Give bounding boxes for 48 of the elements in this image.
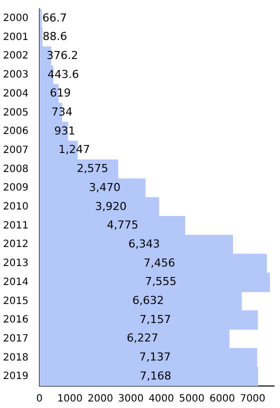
data-label: 443.6 — [48, 68, 80, 81]
data-label: 66.7 — [42, 11, 67, 24]
y-tick-label: 2015 — [2, 296, 28, 307]
y-tick-label: 2014 — [2, 276, 28, 288]
y-tick-label: 2008 — [2, 164, 28, 175]
y-tick-label: 2007 — [2, 144, 28, 156]
x-tick-label: 3000 — [118, 394, 144, 405]
x-tick-label: 5000 — [179, 394, 204, 405]
y-tick-label: 2012 — [2, 239, 28, 250]
y-tick-label: 2018 — [2, 352, 28, 364]
x-tick-label: 1000 — [57, 394, 83, 405]
y-tick-label: 2006 — [2, 126, 28, 138]
y-tick-label: 2002 — [2, 50, 28, 62]
data-label: 6,343 — [128, 237, 160, 250]
y-tick-label: 2005 — [2, 107, 28, 118]
data-label: 931 — [54, 124, 76, 138]
data-label: 7,168 — [140, 369, 172, 382]
data-label: 6,227 — [126, 332, 158, 345]
y-tick-label: 2010 — [2, 202, 28, 213]
data-label: 3,920 — [95, 200, 127, 213]
data-label: 7,456 — [144, 256, 176, 270]
data-label: 376.2 — [46, 48, 78, 62]
data-label: 2,575 — [76, 162, 108, 176]
x-tick-label: 7000 — [240, 394, 266, 405]
y-tick-label: 2000 — [2, 13, 28, 24]
x-tick-label: 0 — [36, 394, 43, 405]
y-tick-label: 2017 — [2, 333, 28, 344]
x-tick-label: 6000 — [209, 394, 235, 405]
data-label: 734 — [52, 106, 73, 119]
data-label: 6,632 — [132, 294, 164, 308]
x-tick-label: 2000 — [88, 394, 114, 405]
x-tick-label: 4000 — [148, 394, 174, 405]
y-tick-label: 2009 — [2, 182, 28, 194]
y-tick-label: 2004 — [2, 88, 28, 100]
y-tick-label: 2013 — [2, 258, 28, 270]
y-tick-label: 2001 — [2, 32, 28, 43]
data-label: 7,555 — [145, 275, 177, 288]
y-tick-label: 2016 — [2, 314, 28, 326]
data-label: 3,470 — [89, 180, 121, 194]
y-tick-label: 2011 — [2, 220, 28, 232]
data-label: 88.6 — [42, 30, 68, 44]
data-label: 7,137 — [139, 350, 171, 364]
data-label: 619 — [50, 86, 71, 100]
y-tick-label: 2003 — [2, 70, 28, 81]
data-label: 4,775 — [106, 218, 138, 232]
data-label: 1,247 — [58, 143, 90, 156]
data-label: 7,157 — [140, 312, 172, 326]
y-tick-label: 2019 — [2, 371, 28, 382]
